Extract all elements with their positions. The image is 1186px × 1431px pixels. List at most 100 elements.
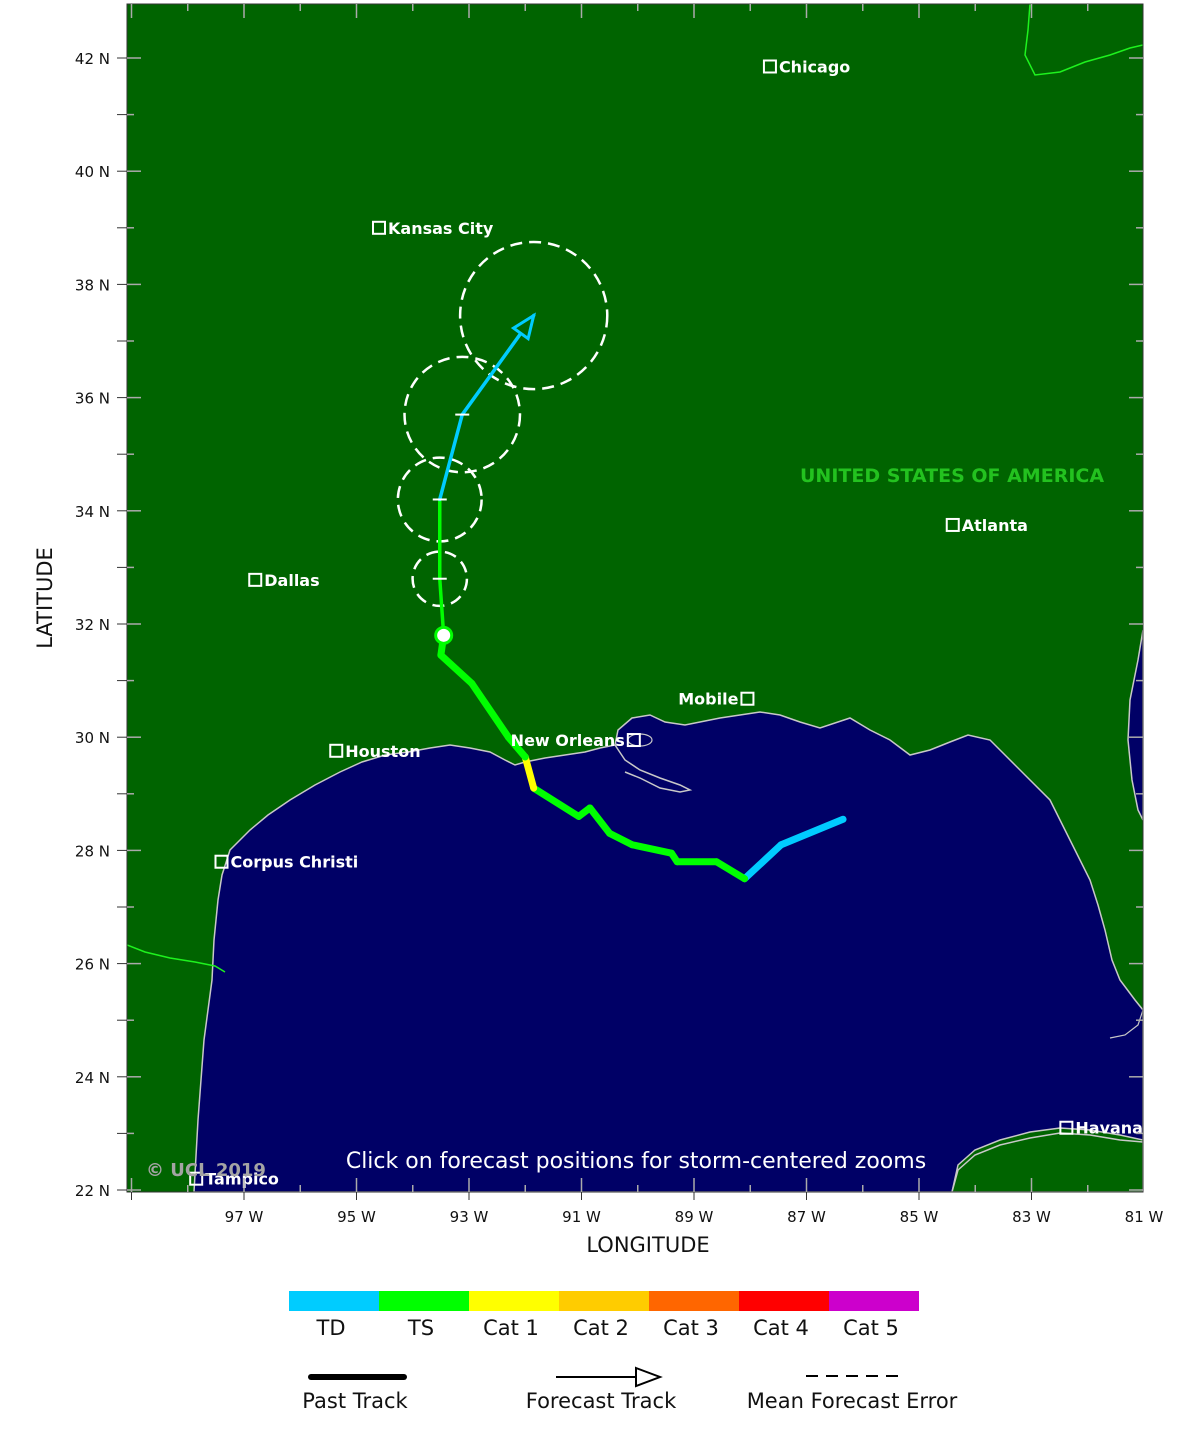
lat-label: 30 N: [75, 729, 110, 747]
city-marker-icon: [214, 854, 229, 869]
legend-category-label: Cat 3: [663, 1316, 719, 1340]
map-frame: [126, 3, 1144, 1193]
city-mobile: Mobile: [678, 690, 755, 709]
city-marker-icon: [248, 572, 263, 587]
city-marker-icon: [189, 1171, 204, 1186]
legend-category-label: Cat 4: [753, 1316, 809, 1340]
past-track-legend: Past Track: [302, 1374, 409, 1413]
category-legend: TD TS Cat 1 Cat 2 Cat 3 Cat 4 Cat 5: [289, 1291, 919, 1340]
lat-label: 34 N: [75, 503, 110, 521]
forecast-track-label: Forecast Track: [526, 1389, 677, 1413]
legend-swatch-cat-1: [469, 1291, 559, 1311]
city-markers: Chicago Kansas City Dallas Atlanta Mobile New…: [189, 57, 1143, 1189]
forecast-arrow-icon: [635, 1366, 663, 1388]
city-label: Mobile: [678, 690, 738, 709]
latitude-axis-labels: 42 N 40 N 38 N 36 N 34 N 32 N 30 N 28 N 26 N 24 N…: [75, 50, 110, 1200]
past-track-segment: [713, 858, 749, 883]
country-label: UNITED STATES OF AMERICA: [800, 465, 1104, 487]
legend-category-label: Cat 5: [843, 1316, 899, 1340]
mexico-border: [127, 944, 226, 973]
legend-category-label: TS: [407, 1316, 434, 1340]
atlantic-ocean: [1127, 629, 1143, 821]
city-chicago: Chicago: [762, 57, 850, 76]
legend-swatch-td: [289, 1291, 379, 1311]
lon-label: 95 W: [337, 1208, 376, 1226]
city-corpus-christi: Corpus Christi: [214, 853, 359, 872]
lat-label: 36 N: [75, 390, 110, 408]
lat-label: 32 N: [75, 616, 110, 634]
forecast-track-segment: [438, 412, 464, 502]
longitude-axis-labels: 97 W 95 W 93 W 91 W 89 W 87 W 85 W 83 W 81 W: [225, 1208, 1164, 1226]
lat-label: 38 N: [75, 276, 110, 294]
city-marker-icon: [626, 733, 641, 748]
forecast-arrow-icon: [510, 312, 537, 342]
city-havana: Havana: [1059, 1119, 1143, 1138]
past-track-segment: [504, 733, 529, 761]
legend-category-label: TD: [316, 1316, 346, 1340]
city-tampico: Tampico: [189, 1170, 279, 1189]
city-new-orleans: New Orleans: [511, 731, 641, 750]
storm-track: [432, 312, 847, 883]
city-atlanta: Atlanta: [945, 516, 1028, 535]
past-track-segment: [530, 784, 583, 820]
city-label: New Orleans: [511, 731, 625, 750]
city-label: Atlanta: [962, 516, 1028, 535]
city-marker-icon: [945, 517, 960, 532]
city-marker-icon: [762, 59, 777, 74]
past-track-segment: [437, 651, 476, 687]
florida-keys: [1109, 1009, 1143, 1039]
lake-michigan: [1024, 4, 1143, 76]
forecast-track-legend: Forecast Track: [526, 1366, 677, 1413]
past-track-segment: [628, 841, 675, 857]
city-label: Havana: [1075, 1119, 1143, 1138]
legend-swatch-cat-4: [739, 1291, 829, 1311]
legend-swatch-cat-5: [829, 1291, 919, 1311]
city-dallas: Dallas: [248, 571, 320, 590]
city-label: Kansas City: [388, 219, 494, 238]
lon-label: 83 W: [1012, 1208, 1051, 1226]
forecast-error-circle: [411, 550, 469, 608]
lat-label: 42 N: [75, 50, 110, 68]
past-track-segment: [521, 753, 538, 792]
city-marker-icon: [740, 691, 755, 706]
legend-category-label: Cat 2: [573, 1316, 629, 1340]
city-label: Houston: [345, 742, 420, 761]
city-marker-icon: [1059, 1120, 1074, 1135]
city-houston: Houston: [329, 742, 421, 761]
lon-label: 85 W: [900, 1208, 939, 1226]
past-track-segment: [606, 829, 636, 849]
mean-error-legend: Mean Forecast Error: [747, 1375, 958, 1413]
legend-swatch-cat-3: [649, 1291, 739, 1311]
past-track-label: Past Track: [302, 1389, 408, 1413]
axis-ticks: [117, 4, 1143, 1200]
lon-label: 93 W: [450, 1208, 489, 1226]
forecast-error-circle: [403, 355, 522, 474]
city-marker-icon: [372, 220, 386, 235]
lat-label: 22 N: [75, 1182, 110, 1200]
past-track-segment: [741, 841, 785, 883]
x-axis-title: LONGITUDE: [586, 1233, 709, 1257]
storm-zoom-notice: Click on forecast positions for storm-ce…: [346, 1149, 926, 1174]
city-kansas-city: Kansas City: [372, 219, 494, 238]
lon-label: 89 W: [675, 1208, 714, 1226]
legend-category-label: Cat 1: [483, 1316, 539, 1340]
legend-swatch-cat-2: [559, 1291, 649, 1311]
y-axis-title: LATITUDE: [33, 547, 57, 649]
forecast-error-circle: [458, 240, 609, 391]
lat-label: 40 N: [75, 163, 110, 181]
mean-error-label: Mean Forecast Error: [747, 1389, 958, 1413]
lon-label: 91 W: [562, 1208, 601, 1226]
legend-swatch-ts: [379, 1291, 469, 1311]
lon-label: 87 W: [787, 1208, 826, 1226]
lat-label: 24 N: [75, 1069, 110, 1087]
city-label: Corpus Christi: [231, 853, 359, 872]
gulf-of-mexico: [193, 711, 1143, 1192]
city-label: Tampico: [205, 1170, 279, 1189]
past-track-segment: [777, 815, 847, 849]
lon-label: 81 W: [1125, 1208, 1164, 1226]
map-area[interactable]: Chicago Kansas City Dallas Atlanta Mobile New…: [127, 4, 1143, 1192]
city-label: Chicago: [779, 57, 850, 76]
city-label: Dallas: [264, 571, 319, 590]
current-position-marker[interactable]: [434, 625, 454, 645]
